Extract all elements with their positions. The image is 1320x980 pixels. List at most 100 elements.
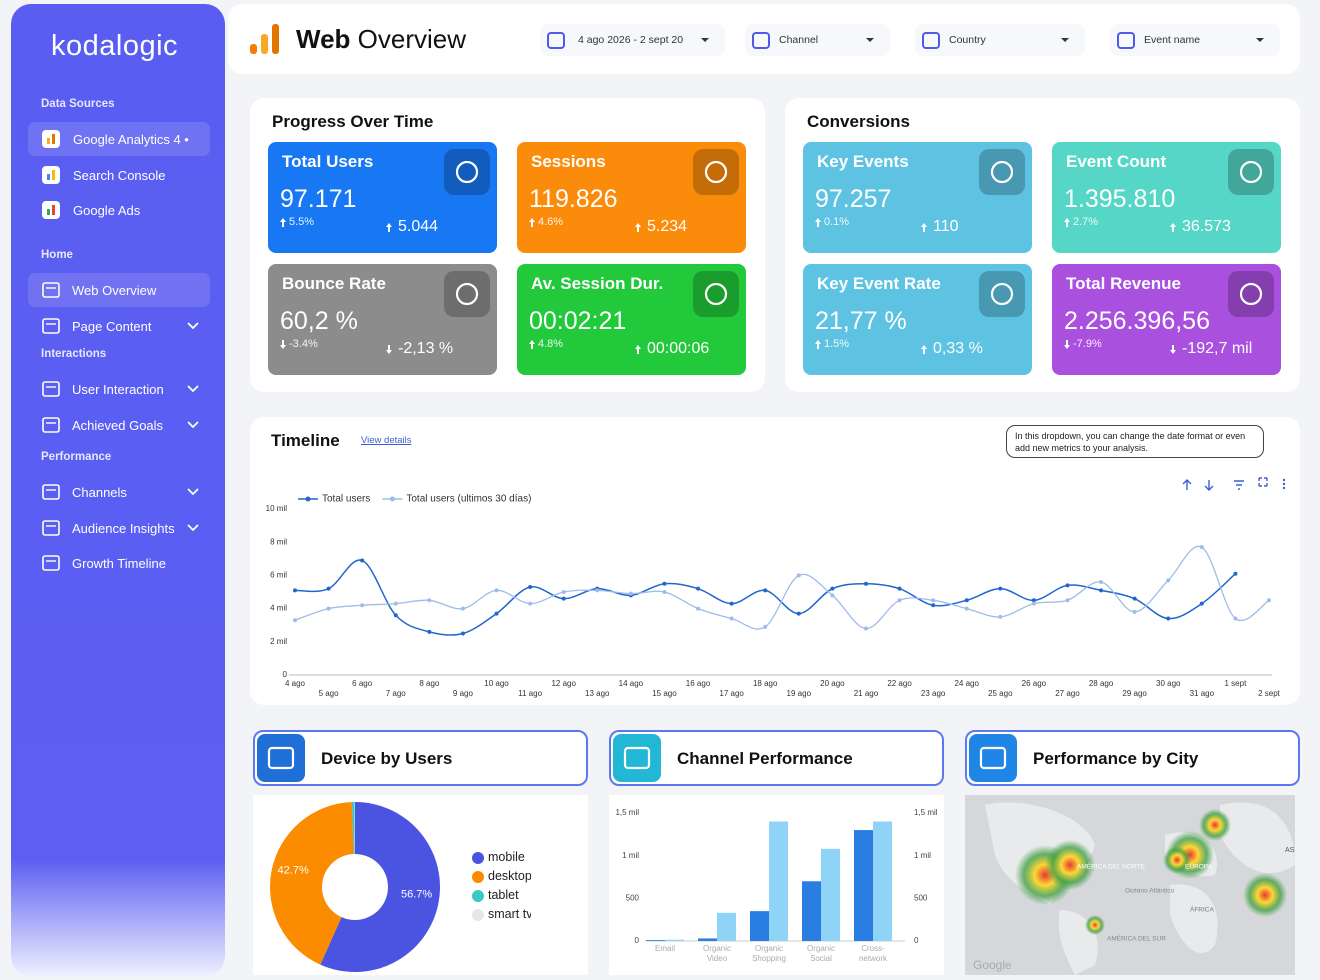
chevron — [187, 420, 199, 428]
x-tick-label: 1 sept — [1225, 679, 1248, 688]
trend-arrow — [921, 223, 927, 232]
point — [494, 588, 499, 593]
kpi-change: 5.5% — [289, 216, 315, 228]
kpi-value: 119.826 — [529, 185, 618, 213]
x-tick-label: 4 ago — [285, 679, 306, 688]
x-tick-label: 8 ago — [419, 679, 440, 688]
icon-bar — [47, 173, 50, 180]
point — [460, 631, 465, 636]
kpi-label: Av. Session Dur. — [531, 274, 664, 293]
filter-label: 4 ago 2026 - 2 sept 20 — [578, 34, 684, 46]
point — [729, 616, 734, 621]
point — [427, 598, 432, 603]
legend-dot — [305, 496, 311, 502]
chevron-path — [187, 420, 199, 428]
icon-circle — [1239, 282, 1263, 306]
x-tick-label: 24 ago — [954, 679, 979, 688]
legend-label: Total users — [322, 494, 370, 505]
heat-blob — [1085, 915, 1105, 935]
nav-item[interactable]: Google Ads — [28, 193, 210, 227]
arrow-path — [386, 223, 392, 232]
nav-label: Growth Timeline — [72, 556, 166, 571]
kpi-card: Total Revenue 2.256.396,56 -7.9% -192,7 mil — [1052, 264, 1281, 375]
nav-icon — [42, 201, 60, 219]
nav-item[interactable]: Growth Timeline — [28, 546, 210, 580]
y2-tick-label: 0 — [914, 936, 919, 945]
x-tick-label: 19 ago — [787, 689, 812, 698]
section-title: Home — [41, 249, 73, 261]
point — [393, 613, 398, 618]
icon-shape — [547, 32, 565, 49]
kpi-card: Event Count 1.395.810 2.7% 36.573 — [1052, 142, 1281, 253]
kpi-icon — [979, 271, 1025, 317]
nav-icon — [42, 484, 60, 500]
arrow-path — [386, 345, 392, 354]
timeline-panel: Timeline View details In this dropdown, yo… — [250, 417, 1300, 705]
trend-arrow — [386, 345, 392, 354]
y2-tick-label: 1 mil — [914, 851, 931, 860]
icon-circle — [704, 160, 728, 184]
kpi-change: 2.7% — [1073, 216, 1099, 228]
page-title-bold: Web — [296, 24, 351, 54]
bar — [665, 939, 684, 941]
nav-item[interactable]: Channels — [28, 475, 210, 509]
caret — [1256, 38, 1264, 42]
kpi-delta: 5.234 — [647, 218, 688, 235]
icon-bg — [42, 165, 60, 184]
section-icon-glyph — [623, 746, 651, 770]
nav-item[interactable]: Achieved Goals — [28, 408, 210, 442]
legend-label: Total users (ultimos 30 días) — [406, 494, 531, 505]
nav-item[interactable]: Web Overview — [28, 273, 210, 307]
filter-dropdown[interactable]: Channel — [745, 24, 890, 56]
filter-label: Country — [949, 34, 986, 46]
filter-dropdown[interactable]: 4 ago 2026 - 2 sept 20 — [540, 24, 725, 56]
point — [830, 593, 835, 598]
section-title: Performance — [41, 451, 112, 463]
y-tick-label: 0 — [283, 670, 288, 679]
heat-blob — [1199, 809, 1231, 841]
pie-slice — [354, 802, 355, 855]
nav-item[interactable]: User Interaction — [28, 372, 210, 406]
legend-swatch — [472, 890, 484, 902]
kpi-icon — [693, 271, 739, 317]
pie-slice — [270, 802, 354, 965]
map-label: EUROPA — [1185, 864, 1213, 871]
kpi-value: 60,2 % — [280, 307, 358, 335]
point — [998, 586, 1003, 591]
bar — [854, 830, 873, 941]
filter-dropdown[interactable]: Event name — [1110, 24, 1280, 56]
caret-path — [701, 38, 709, 42]
icon-outline — [42, 381, 60, 397]
point — [427, 629, 432, 634]
heat-blob — [1163, 846, 1191, 874]
land — [1165, 832, 1217, 877]
filter-dropdown[interactable]: Country — [915, 24, 1085, 56]
x-tick-label: 18 ago — [753, 679, 778, 688]
logo-bar — [261, 34, 268, 54]
kpi-value: 2.256.396,56 — [1064, 307, 1210, 335]
point — [763, 588, 768, 593]
icon-circle — [1239, 160, 1263, 184]
nav-item[interactable]: Search Console — [28, 158, 210, 192]
nav-label: Google Analytics 4 • — [73, 132, 189, 147]
land — [985, 802, 1095, 905]
icon-bg — [42, 201, 60, 219]
nav-item[interactable]: Audience Insights — [28, 511, 210, 545]
trend-arrow — [529, 340, 535, 349]
kpi-label: Total Revenue — [1066, 274, 1181, 293]
nav-icon — [42, 381, 60, 397]
point — [360, 558, 365, 563]
nav-label: Channels — [72, 485, 127, 500]
trend-arrow — [1170, 223, 1176, 232]
point — [696, 606, 701, 611]
trend-arrow — [635, 223, 641, 232]
arrow-path — [635, 223, 641, 232]
nav-item[interactable]: Page Content — [28, 309, 210, 343]
icon-circle — [704, 282, 728, 306]
view-details-link[interactable]: View details — [361, 435, 412, 446]
arrow-path — [815, 340, 821, 349]
conversions-panel: Conversions Key Events 97.257 0.1% 110 Event … — [785, 98, 1300, 392]
nav-item[interactable]: Google Analytics 4 • — [28, 122, 210, 156]
trend-arrow — [1064, 340, 1070, 349]
kpi-icon-glyph — [455, 160, 479, 184]
